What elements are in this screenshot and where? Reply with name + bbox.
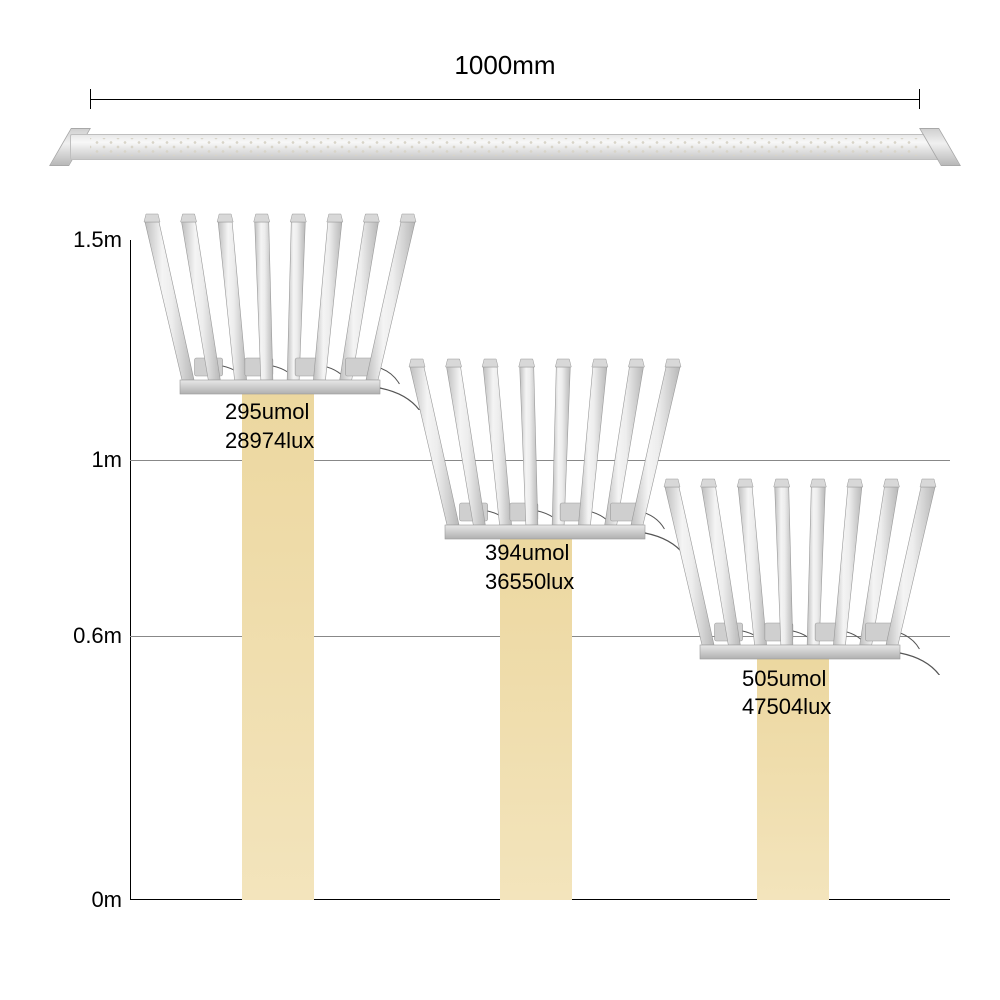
grow-light-fixture xyxy=(405,355,685,555)
y-axis xyxy=(130,240,131,900)
y-tick-label: 1.5m xyxy=(62,227,122,253)
lux-value: 36550lux xyxy=(485,569,574,594)
lux-value: 47504lux xyxy=(742,694,831,719)
grow-light-fixture xyxy=(660,475,940,675)
grow-light-fixture xyxy=(140,210,420,410)
y-tick-label: 0.6m xyxy=(62,623,122,649)
dimension-label: 1000mm xyxy=(90,50,920,81)
y-tick-label: 1m xyxy=(62,447,122,473)
led-bar-graphic xyxy=(70,128,940,166)
intensity-chart: 1.5m1m0.6m0m295umol28974lux394umol36550l… xyxy=(130,240,950,900)
light-beam xyxy=(242,381,314,900)
lux-value: 28974lux xyxy=(225,428,314,453)
dimension-header: 1000mm xyxy=(90,50,920,109)
y-tick-label: 0m xyxy=(62,887,122,913)
dimension-line xyxy=(90,89,920,109)
